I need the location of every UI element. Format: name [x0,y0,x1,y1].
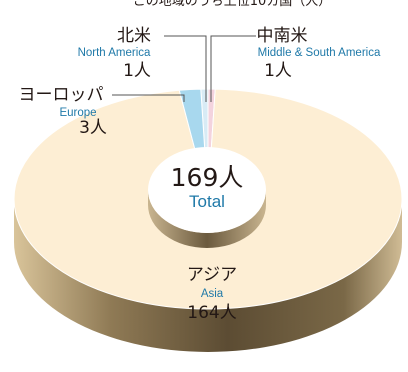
leader-line-middle-south-america [210,35,256,102]
leader-line-europe [112,94,185,102]
slice-label-europe-en: Europe [59,107,96,119]
leader-line-north-america [164,35,207,102]
slice-count-north-america: 1人 [123,61,151,81]
leader-lines [112,35,256,102]
donut-hole-wall [148,190,266,248]
header-fragment: この地域のうち上位10カ国（人） [133,0,332,9]
slice-label-middle-south-america-ja: 中南米 [257,26,308,46]
slice-label-north-america-en: North America [78,47,151,59]
slice-count-asia: 164人 [187,303,236,323]
total-label: Total [189,192,225,211]
slice-label-europe-ja: ヨーロッパ [19,85,104,105]
slice-label-middle-south-america-en: Middle & South America [258,47,381,59]
donut-side-wall [14,199,402,352]
slice-count-middle-south-america: 1人 [264,61,292,81]
slice-label-north-america-ja: 北米 [117,26,151,46]
total-value: 169人 [171,163,244,192]
slice-count-europe: 3人 [79,118,107,138]
donut-hole [148,147,266,233]
slice-label-asia-ja: アジア [187,265,237,285]
slice-label-asia-en: Asia [201,288,224,300]
